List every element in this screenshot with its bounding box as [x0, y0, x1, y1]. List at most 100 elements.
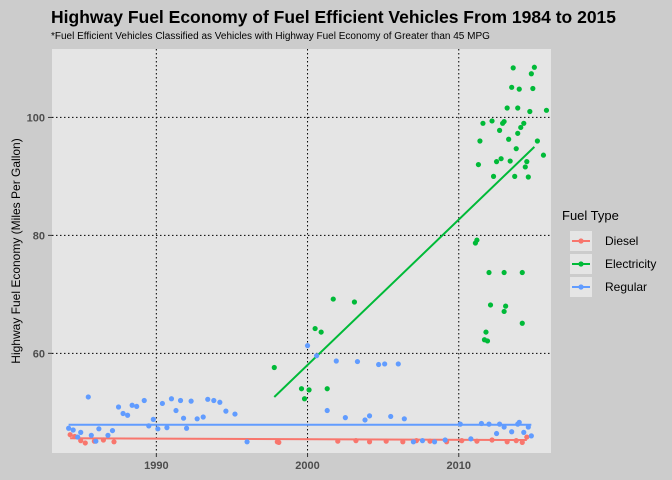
regular-point — [395, 361, 401, 367]
regular-point — [509, 429, 515, 435]
regular-point — [232, 411, 238, 417]
diesel-point — [383, 438, 389, 444]
diesel-point — [513, 438, 519, 444]
legend-key-point — [578, 284, 584, 290]
electricity-point — [530, 85, 536, 92]
diesel-point — [78, 438, 84, 444]
legend-item-diesel: Diesel — [570, 231, 638, 251]
legend: Fuel Type Diesel Electricity Regular — [562, 208, 656, 297]
electricity-point — [301, 396, 308, 402]
regular-point — [88, 432, 94, 438]
regular-point — [159, 400, 165, 407]
x-tick-label: 1990 — [144, 460, 168, 472]
diesel-point — [427, 438, 433, 444]
electricity-point — [506, 136, 512, 142]
x-tick-label: 2010 — [447, 460, 471, 472]
electricity-point — [531, 64, 537, 70]
diesel-point — [524, 434, 530, 440]
electricity-point — [489, 118, 495, 124]
regular-point — [382, 361, 388, 367]
regular-point — [164, 425, 170, 431]
regular-point — [109, 427, 116, 434]
diesel-point — [82, 440, 88, 446]
regular-point — [244, 439, 250, 445]
grid-layer — [52, 49, 551, 453]
electricity-point — [534, 138, 540, 144]
regular-point — [183, 425, 190, 431]
electricity-point — [507, 158, 513, 164]
electricity-point — [524, 159, 530, 165]
y-axis-title: Highway Fuel Economy (Miles Per Gallon) — [9, 138, 23, 363]
point-layer — [66, 64, 550, 446]
regular-point — [223, 408, 229, 414]
electricity-point — [324, 386, 330, 392]
diesel-point — [489, 437, 495, 443]
regular-point — [388, 413, 394, 420]
electricity-point — [496, 127, 503, 133]
regular-point — [314, 353, 320, 359]
electricity-point — [521, 120, 527, 126]
legend-label-diesel: Diesel — [605, 234, 638, 248]
diesel-point — [111, 439, 117, 445]
electricity-point — [477, 138, 483, 144]
electricity-point — [515, 130, 521, 136]
regular-point — [362, 417, 368, 423]
electricity-point — [519, 320, 525, 326]
regular-point — [129, 402, 135, 408]
electricity-point — [501, 269, 507, 276]
electricity-point — [493, 159, 500, 165]
diesel-point — [353, 438, 359, 444]
electricity-point — [516, 86, 522, 92]
diesel-point — [276, 439, 282, 445]
plot-panel — [52, 49, 551, 453]
electricity-point — [298, 386, 305, 392]
diesel-point — [400, 439, 406, 445]
regular-point — [78, 429, 84, 435]
electricity-point — [510, 65, 516, 71]
legend-entries: Diesel Electricity Regular — [570, 231, 656, 297]
electricity-point — [513, 146, 519, 152]
diesel-point — [335, 438, 341, 444]
chart-subtitle: *Fuel Efficient Vehicles Classified as V… — [51, 31, 490, 42]
regular-point — [155, 426, 161, 432]
electricity-point — [528, 71, 534, 77]
regular-point — [501, 424, 507, 430]
diesel-point — [519, 439, 525, 445]
electricity-point — [504, 105, 510, 111]
regular-point — [366, 413, 373, 419]
electricity-point — [509, 84, 515, 90]
regular-point — [75, 434, 81, 440]
electricity-point — [501, 118, 507, 125]
legend-item-electricity: Electricity — [570, 254, 656, 274]
electricity-point — [306, 387, 312, 393]
regular-point — [115, 404, 122, 410]
regular-point — [194, 416, 200, 422]
regular-point — [525, 424, 531, 430]
regular-point — [217, 399, 223, 405]
regular-point — [85, 394, 91, 400]
regular-point — [528, 433, 534, 439]
electricity-point — [515, 105, 521, 111]
electricity-point — [475, 161, 482, 168]
regular-point — [125, 412, 131, 418]
legend-key-point — [578, 261, 584, 267]
regular-point — [105, 432, 111, 438]
electricity-point — [490, 173, 497, 179]
diesel-point — [474, 438, 480, 444]
regular-point — [141, 397, 147, 404]
axis-layer: 1990 2000 2010 60 80 100 — [27, 112, 471, 472]
regular-point — [177, 397, 184, 404]
regular-point — [134, 403, 140, 410]
electricity-point — [484, 338, 491, 344]
regular-point — [401, 416, 407, 422]
regular-point — [333, 358, 339, 364]
electricity-point — [525, 174, 531, 180]
regular-point — [376, 361, 382, 368]
regular-point — [168, 396, 175, 402]
electricity-point — [519, 269, 525, 276]
legend-item-regular: Regular — [570, 277, 647, 297]
electricity-point — [527, 108, 533, 115]
regular-point — [205, 396, 211, 402]
x-tick-label: 2000 — [295, 460, 319, 472]
